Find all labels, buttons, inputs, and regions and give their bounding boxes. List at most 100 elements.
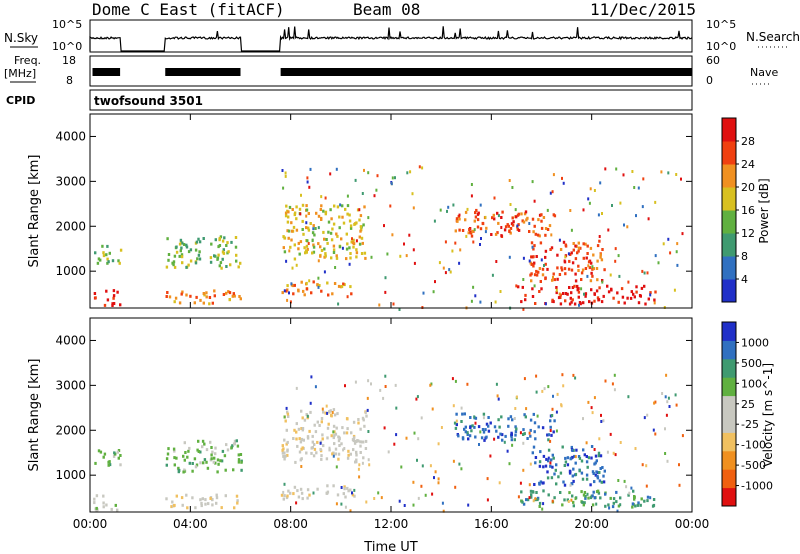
echo-cell [296,444,299,448]
echo-cell [460,420,463,423]
echo-cell [524,293,527,297]
echo-cell [364,411,367,415]
echo-cell [165,265,169,269]
echo-cell [594,454,598,458]
echo-cell [592,267,595,271]
echo-cell [167,447,170,451]
echo-cell [532,490,535,494]
echo-cell [563,498,566,502]
echo-cell [357,467,360,471]
echo-cell [585,441,588,445]
echo-cell [563,483,567,487]
echo-cell [283,494,286,498]
echo-cell [486,498,489,502]
echo-cell [398,308,401,311]
echo-cell [288,291,290,295]
echo-cell [454,379,457,383]
echo-cell [334,432,338,436]
echo-cell [583,491,587,494]
echo-cell [184,451,187,454]
echo-cell [532,499,535,503]
echo-cell [550,458,553,462]
echo-cell [290,282,293,286]
echo-cell [312,491,315,495]
echo-cell [558,238,561,242]
echo-cell [551,190,554,194]
echo-cell [218,244,222,247]
echo-cell [540,226,544,230]
echo-cell [227,250,230,254]
nave-tick-top: 60 [706,54,720,67]
echo-cell [561,373,564,377]
echo-cell [599,253,602,257]
echo-cell [455,217,459,221]
echo-cell [673,288,676,292]
echo-cell [528,496,531,500]
echo-cell [582,448,585,452]
echo-cell [333,204,336,208]
colorbar-swatch [722,279,736,303]
echo-cell [335,254,338,258]
echo-cell [320,454,323,458]
echo-cell [652,503,656,507]
echo-cell [470,429,473,433]
date-label: 11/Dec/2015 [590,0,696,19]
echo-cell [487,424,490,428]
echo-cell [205,291,208,295]
echo-cell [356,208,360,212]
echo-cell [584,496,587,500]
echo-cell [599,454,603,458]
freq-tick-bottom: 8 [66,74,73,87]
echo-cell [112,296,115,300]
echo-cell [173,504,176,508]
echo-cell [187,263,190,267]
echo-cell [557,475,560,479]
echo-cell [179,238,183,242]
echo-cell [547,448,551,452]
echo-cell [312,224,315,228]
echo-cell [590,288,593,292]
echo-cell [514,407,517,410]
echo-cell [472,240,475,244]
echo-cell [406,171,409,175]
echo-cell [595,459,598,463]
echo-cell [222,248,225,252]
echo-cell [589,483,592,487]
echo-cell [555,286,558,289]
echo-cell [439,208,442,212]
echo-cell [356,439,359,442]
echo-cell [287,215,290,219]
echo-cell [311,231,315,235]
echo-cell [566,456,570,460]
echo-cell [290,229,294,233]
y-tick-label: 2000 [55,423,86,437]
echo-cell [431,492,434,496]
echo-cell [364,439,368,443]
echo-cell [582,208,585,212]
echo-cell [286,494,289,498]
echo-cell [466,382,469,386]
echo-cell [489,454,492,458]
echo-cell [665,373,668,377]
echo-cell [108,463,112,467]
echo-cell [534,232,537,236]
echo-cell [575,472,578,476]
echo-cell [548,224,552,228]
echo-cell [546,433,549,437]
echo-cell [487,416,490,419]
echo-cell [476,225,480,229]
echo-cell [493,437,496,441]
echo-cell [175,245,178,249]
echo-cell [586,244,589,248]
echo-cell [550,414,554,417]
echo-cell [522,428,525,432]
echo-cell [370,382,372,386]
echo-cell [640,286,644,290]
echo-cell [591,267,594,271]
echo-cell [642,177,645,181]
echo-cell [540,213,543,217]
echo-cell [557,296,561,300]
echo-cell [211,301,214,305]
cpid-value: twofsound 3501 [94,94,203,108]
echo-cell [307,226,310,230]
